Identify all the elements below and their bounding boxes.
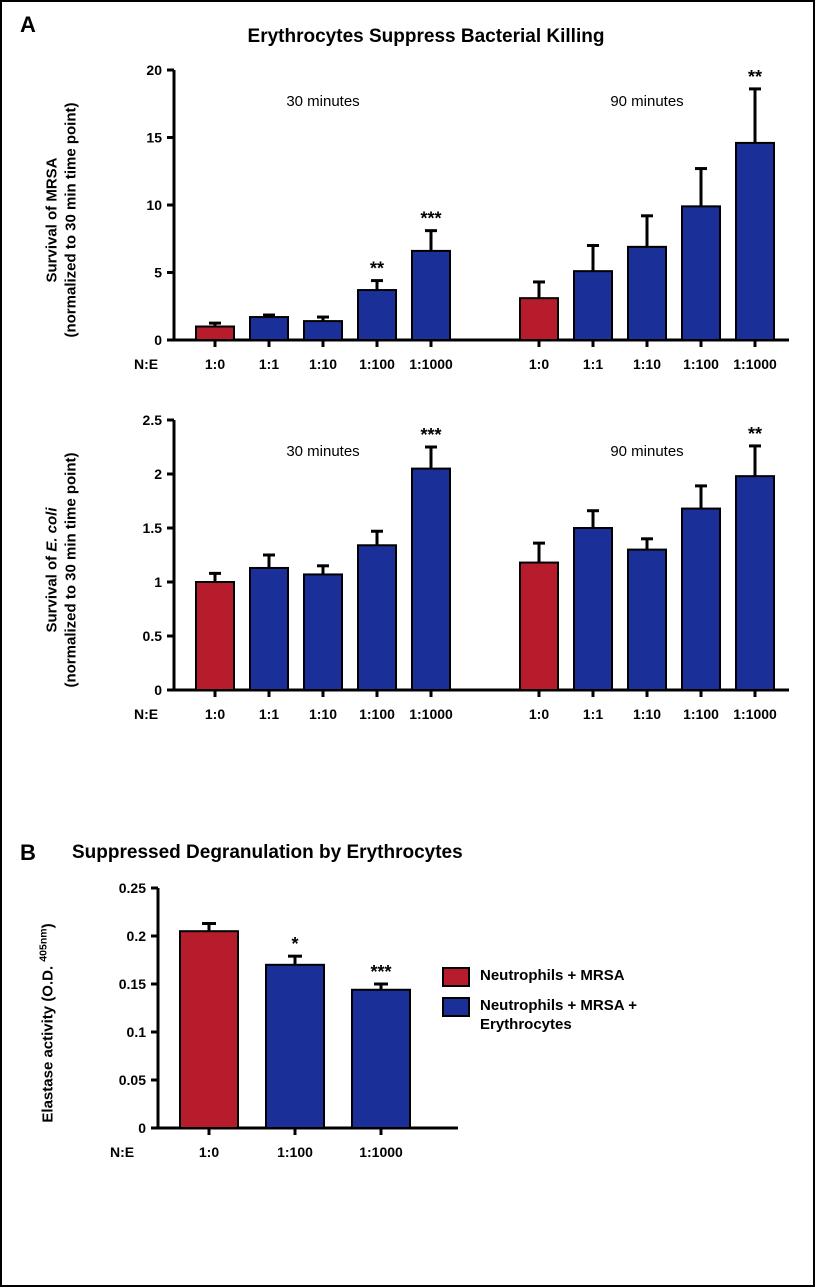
svg-text:**: ** (370, 259, 384, 279)
svg-text:***: *** (420, 425, 441, 445)
xaxis-tick-label: 1:0 (529, 706, 549, 722)
xaxis-tick-label: 1:10 (633, 706, 661, 722)
legend-item: Neutrophils + MRSA (442, 967, 637, 987)
xaxis-tick-label: 1:1000 (733, 356, 777, 372)
svg-text:***: *** (370, 962, 391, 982)
panel-a-title-text: Erythrocytes Suppress Bacterial Killing (248, 26, 605, 47)
xaxis-tick-label: 1:1000 (359, 1144, 403, 1160)
chart-mrsa-ylabel: Survival of MRSA (normalized to 30 min t… (43, 102, 81, 337)
xaxis-tick-label: 1:10 (633, 356, 661, 372)
xaxis-tick-label: 1:0 (205, 706, 225, 722)
svg-text:90 minutes: 90 minutes (610, 443, 683, 460)
svg-text:0.5: 0.5 (143, 628, 163, 644)
xaxis-tick-label: 1:0 (529, 356, 549, 372)
svg-text:90 minutes: 90 minutes (610, 93, 683, 110)
chart-elastase-ylabel: Elastase activity (O.D. 405nm) (38, 923, 59, 1122)
xaxis-tick-label: 1:10 (309, 706, 337, 722)
chart-mrsa-xrow: N:E 1:0 1:1 1:10 1:100 1:1000 1:0 1:1 1:10 1:100 1… (134, 356, 809, 378)
xaxis-tick-label: 1:1000 (733, 706, 777, 722)
svg-text:1.5: 1.5 (143, 520, 163, 536)
svg-text:0: 0 (154, 682, 162, 698)
chart-elastase-xrow: N:E 1:0 1:100 1:1000 (110, 1144, 470, 1166)
chart-ecoli-ylabel-line1: Survival of E. coli (43, 507, 60, 632)
xaxis-tick-label: 1:1000 (409, 706, 453, 722)
panel-b-legend: Neutrophils + MRSA Neutrophils + MRSA +Er… (442, 967, 637, 1035)
chart-elastase-wrap: Elastase activity (O.D. 405nm) 00.050.10… (110, 880, 470, 1166)
svg-text:10: 10 (146, 197, 162, 213)
xaxis-tick-label: 1:10 (309, 356, 337, 372)
panel-letter-a: A (20, 12, 36, 38)
chart-ecoli-ylabel: Survival of E. coli (normalized to 30 mi… (43, 452, 81, 687)
figure-frame: A Erythrocytes Suppress Bacterial Killin… (0, 0, 815, 1287)
svg-text:*: * (291, 934, 298, 954)
panel-a-title: Erythrocytes Suppress Bacterial Killing (106, 26, 746, 48)
xaxis-tick-label: 1:1000 (409, 356, 453, 372)
svg-text:0.15: 0.15 (119, 976, 146, 992)
svg-text:**: ** (748, 424, 762, 444)
chart-ecoli-ylabel-line2: (normalized to 30 min time point) (62, 452, 81, 687)
svg-text:1: 1 (154, 574, 162, 590)
svg-text:0.05: 0.05 (119, 1072, 146, 1088)
svg-text:2.5: 2.5 (143, 412, 163, 428)
xaxis-tick-label: 1:100 (359, 356, 395, 372)
svg-text:0.2: 0.2 (127, 928, 147, 944)
legend-item: Neutrophils + MRSA +Erythrocytes (442, 997, 637, 1035)
svg-text:30 minutes: 30 minutes (286, 93, 359, 110)
svg-text:2: 2 (154, 466, 162, 482)
xaxis-prefix: N:E (134, 706, 158, 722)
xaxis-tick-label: 1:0 (199, 1144, 219, 1160)
chart-ecoli-wrap: Survival of E. coli (normalized to 30 mi… (134, 412, 789, 728)
panel-b-title: Suppressed Degranulation by Erythrocytes (72, 842, 463, 864)
legend-swatch (442, 967, 470, 987)
svg-text:20: 20 (146, 62, 162, 78)
chart-elastase-ylabel-text: Elastase activity (O.D. 405nm) (40, 923, 57, 1122)
xaxis-tick-label: 1:1 (259, 356, 279, 372)
xaxis-tick-label: 1:100 (277, 1144, 313, 1160)
xaxis-tick-label: 1:1 (583, 356, 603, 372)
panel-b-title-text: Suppressed Degranulation by Erythrocytes (72, 842, 463, 863)
xaxis-prefix: N:E (134, 356, 158, 372)
svg-text:0.1: 0.1 (127, 1024, 147, 1040)
svg-text:5: 5 (154, 265, 162, 281)
panel-letter-b: B (20, 840, 36, 866)
svg-text:**: ** (748, 67, 762, 87)
svg-text:0: 0 (138, 1120, 146, 1136)
chart-ecoli-xrow: N:E 1:0 1:1 1:10 1:100 1:1000 1:0 1:1 1:10 1:100 1… (134, 706, 809, 728)
chart-mrsa-ylabel-line1: Survival of MRSA (43, 157, 60, 282)
legend-text: Neutrophils + MRSA +Erythrocytes (480, 997, 637, 1035)
xaxis-tick-label: 1:1 (583, 706, 603, 722)
chart-mrsa-svg: 0510152030 minutes90 minutes******* (134, 62, 809, 352)
svg-text:0: 0 (154, 332, 162, 348)
chart-ecoli-svg: 00.511.522.530 minutes90 minutes***** (134, 412, 809, 702)
svg-text:15: 15 (146, 130, 162, 146)
xaxis-tick-label: 1:1 (259, 706, 279, 722)
xaxis-tick-label: 1:0 (205, 356, 225, 372)
chart-mrsa-ylabel-line2: (normalized to 30 min time point) (62, 102, 81, 337)
xaxis-tick-label: 1:100 (683, 706, 719, 722)
svg-text:30 minutes: 30 minutes (286, 443, 359, 460)
chart-mrsa-wrap: Survival of MRSA (normalized to 30 min t… (134, 62, 789, 378)
chart-elastase-svg: 00.050.10.150.20.25**** (110, 880, 470, 1140)
svg-text:***: *** (420, 209, 441, 229)
svg-text:0.25: 0.25 (119, 880, 146, 896)
legend-swatch (442, 997, 470, 1017)
xaxis-prefix: N:E (110, 1144, 134, 1160)
xaxis-tick-label: 1:100 (359, 706, 395, 722)
legend-text: Neutrophils + MRSA (480, 967, 625, 986)
xaxis-tick-label: 1:100 (683, 356, 719, 372)
